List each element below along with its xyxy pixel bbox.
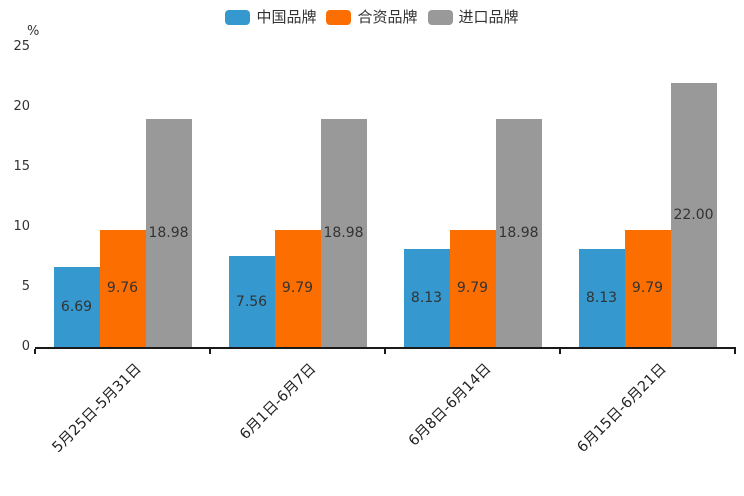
legend-item-label: 中国品牌 [256,8,317,26]
bar-series1-group0[interactable]: 9.76 [99,229,146,347]
legend-swatch-icon [427,10,453,25]
legend-item-2[interactable]: 进口品牌 [427,8,519,26]
x-axis-tick [559,349,561,354]
bar-value-label: 18.98 [148,225,189,242]
y-axis-tick-label: 5 [21,279,30,294]
bar-value-label: 8.13 [410,290,443,307]
x-axis-tick [384,349,386,354]
bar-value-label: 6.69 [60,298,93,315]
bar-series0-group3[interactable]: 8.13 [578,249,625,347]
legend-item-0[interactable]: 中国品牌 [225,10,316,25]
plot-area: 6.69 7.56 8.13 8.13 9.76 9.79 9.79 9.79 18.98 18.… [35,47,735,347]
bar-series2-group1[interactable]: 18.98 [320,119,367,347]
legend-swatch-icon [225,10,251,25]
bar-series0-group1[interactable]: 7.56 [228,256,275,347]
legend-item-1[interactable]: 合资品牌 [326,8,418,26]
legend-item-label: 进口品牌 [458,8,519,26]
x-axis-tick [734,349,736,354]
bar-value-label: 7.56 [235,293,268,310]
x-axis-line [35,347,736,349]
bar-value-label: 8.13 [585,290,618,307]
x-axis-tick [209,349,211,354]
y-axis-tick-label: 20 [13,99,30,114]
y-axis-unit-label: % [27,24,40,39]
bar-value-label: 9.79 [281,280,314,297]
bar-series2-group3[interactable]: 22.00 [670,83,717,347]
bar-series2-group0[interactable]: 18.98 [145,119,192,347]
y-axis-tick-label: 25 [13,39,30,54]
x-axis-category-label: 6月15日-6月21日 [574,360,670,457]
bar-value-label: 9.76 [106,280,139,297]
y-axis-tick-label: 10 [13,219,30,234]
x-axis-tick [34,349,36,354]
bar-series1-group3[interactable]: 9.79 [624,229,671,347]
legend-item-label: 合资品牌 [357,8,418,26]
bar-series0-group0[interactable]: 6.69 [53,266,100,347]
y-axis-tick-label: 0 [21,339,30,354]
bar-value-label: 18.98 [498,225,539,242]
bar-value-label: 9.79 [456,280,489,297]
bar-series0-group2[interactable]: 8.13 [403,249,450,347]
bar-series2-group2[interactable]: 18.98 [495,119,542,347]
bar-series1-group2[interactable]: 9.79 [449,229,496,347]
legend-swatch-icon [326,10,352,25]
bar-series1-group1[interactable]: 9.79 [274,229,321,347]
y-axis-tick-label: 15 [13,159,30,174]
bar-value-label: 9.79 [631,280,664,297]
x-axis-category-label: 6月1日-6月7日 [237,360,320,443]
x-axis-category-label: 5月25日-5月31日 [49,360,145,457]
bar-value-label: 18.98 [323,225,364,242]
legend: 中国品牌 合资品牌 进口品牌 [0,10,744,25]
x-axis-category-label: 6月8日-6月14日 [405,360,495,450]
bar-value-label: 22.00 [673,207,714,223]
